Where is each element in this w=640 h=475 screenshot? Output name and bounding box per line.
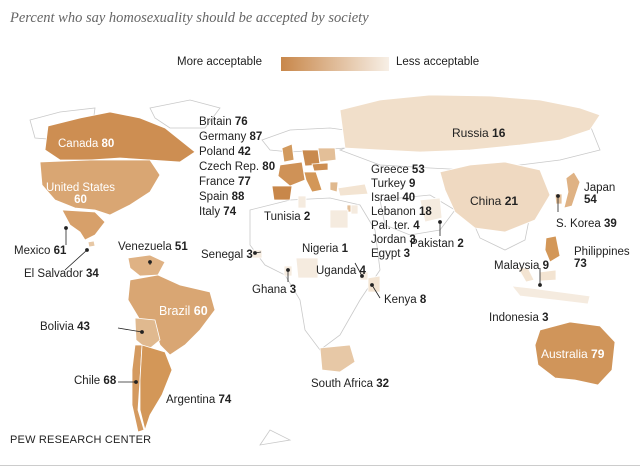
country-japan <box>563 171 581 209</box>
country-el-salvador <box>87 240 96 248</box>
country-tunisia <box>297 195 307 209</box>
label-bolivia: Bolivia 43 <box>40 321 90 333</box>
country-south-africa <box>319 344 356 373</box>
country-france <box>277 161 306 187</box>
label-greece: Greece 53 <box>371 164 425 176</box>
country-greece <box>329 181 339 193</box>
country-venezuela <box>127 254 166 277</box>
country-australia <box>534 321 616 386</box>
country-britain <box>281 143 295 163</box>
label-ghana: Ghana 3 <box>252 284 297 296</box>
label-britain: Britain 76 <box>199 116 248 128</box>
label-brazil: Brazil 60 <box>159 304 208 318</box>
label-kenya: Kenya 8 <box>384 294 427 306</box>
country-united-states <box>39 159 161 216</box>
country-czech <box>311 162 329 172</box>
country-jordan <box>350 204 359 215</box>
country-italy <box>303 171 323 193</box>
country-turkey <box>337 183 369 197</box>
label-lebanon: Lebanon 18 <box>371 206 432 218</box>
label-senegal: Senegal 3 <box>201 249 253 261</box>
legend-less-label: Less acceptable <box>396 56 480 68</box>
label-czech-rep: Czech Rep. 80 <box>199 161 276 173</box>
label-s-korea: S. Korea 39 <box>556 218 617 230</box>
label-china: China 21 <box>470 194 519 208</box>
label-egypt: Egypt 3 <box>371 248 411 260</box>
country-china <box>439 161 551 233</box>
country-egypt <box>329 209 349 229</box>
map-subtitle: Percent who say homosexuality should be … <box>10 10 369 26</box>
label-venezuela: Venezuela 51 <box>118 241 188 253</box>
country-pakistan <box>419 197 443 223</box>
country-bolivia <box>134 317 161 351</box>
source-footer: PEW RESEARCH CENTER <box>10 434 152 446</box>
country-canada <box>44 111 196 163</box>
label-pakistan: Pakistan 2 <box>410 238 464 250</box>
country-spain <box>271 185 293 201</box>
label-germany: Germany 87 <box>199 131 263 143</box>
bottom-rule <box>0 465 640 466</box>
label-el-salvador: El Salvador 34 <box>24 268 99 280</box>
country-poland <box>317 147 337 163</box>
label-argentina: Argentina 74 <box>166 394 232 406</box>
label-nigeria: Nigeria 1 <box>302 243 349 255</box>
legend-gradient <box>281 57 389 71</box>
label-indonesia: Indonesia 3 <box>489 312 549 324</box>
label-tunisia: Tunisia 2 <box>264 211 311 223</box>
label-south-africa: South Africa 32 <box>311 378 390 390</box>
label-malaysia: Malaysia 9 <box>494 260 549 272</box>
label-jordan: Jordan 3 <box>371 234 416 246</box>
label-pal-ter: Pal. ter. 4 <box>371 220 420 232</box>
label-russia: Russia 16 <box>452 126 506 140</box>
country-kenya <box>367 275 381 293</box>
label-israel: Israel 40 <box>371 192 416 204</box>
label-turkey: Turkey 9 <box>371 178 416 190</box>
country-argentina <box>139 344 173 432</box>
country-nigeria <box>295 257 319 279</box>
label-spain: Spain 88 <box>199 191 245 203</box>
label-united-states: United States 60 <box>46 182 116 206</box>
leader-lines <box>64 194 560 384</box>
label-canada: Canada 80 <box>58 138 115 150</box>
legend-more-label: More acceptable <box>177 56 263 68</box>
label-australia: Australia 79 <box>541 347 605 361</box>
label-japan: Japan 54 <box>584 182 616 206</box>
label-mexico: Mexico 61 <box>14 245 67 257</box>
country-mexico <box>61 209 106 241</box>
country-russia <box>339 94 601 153</box>
label-chile: Chile 68 <box>74 375 117 387</box>
country-philippines <box>544 235 561 263</box>
country-indonesia <box>511 285 591 305</box>
label-france: France 77 <box>199 176 251 188</box>
label-poland: Poland 42 <box>199 146 251 158</box>
label-uganda: Uganda 4 <box>316 265 366 277</box>
label-philippines: Philippines 73 <box>574 246 630 270</box>
label-italy: Italy 74 <box>199 206 237 218</box>
